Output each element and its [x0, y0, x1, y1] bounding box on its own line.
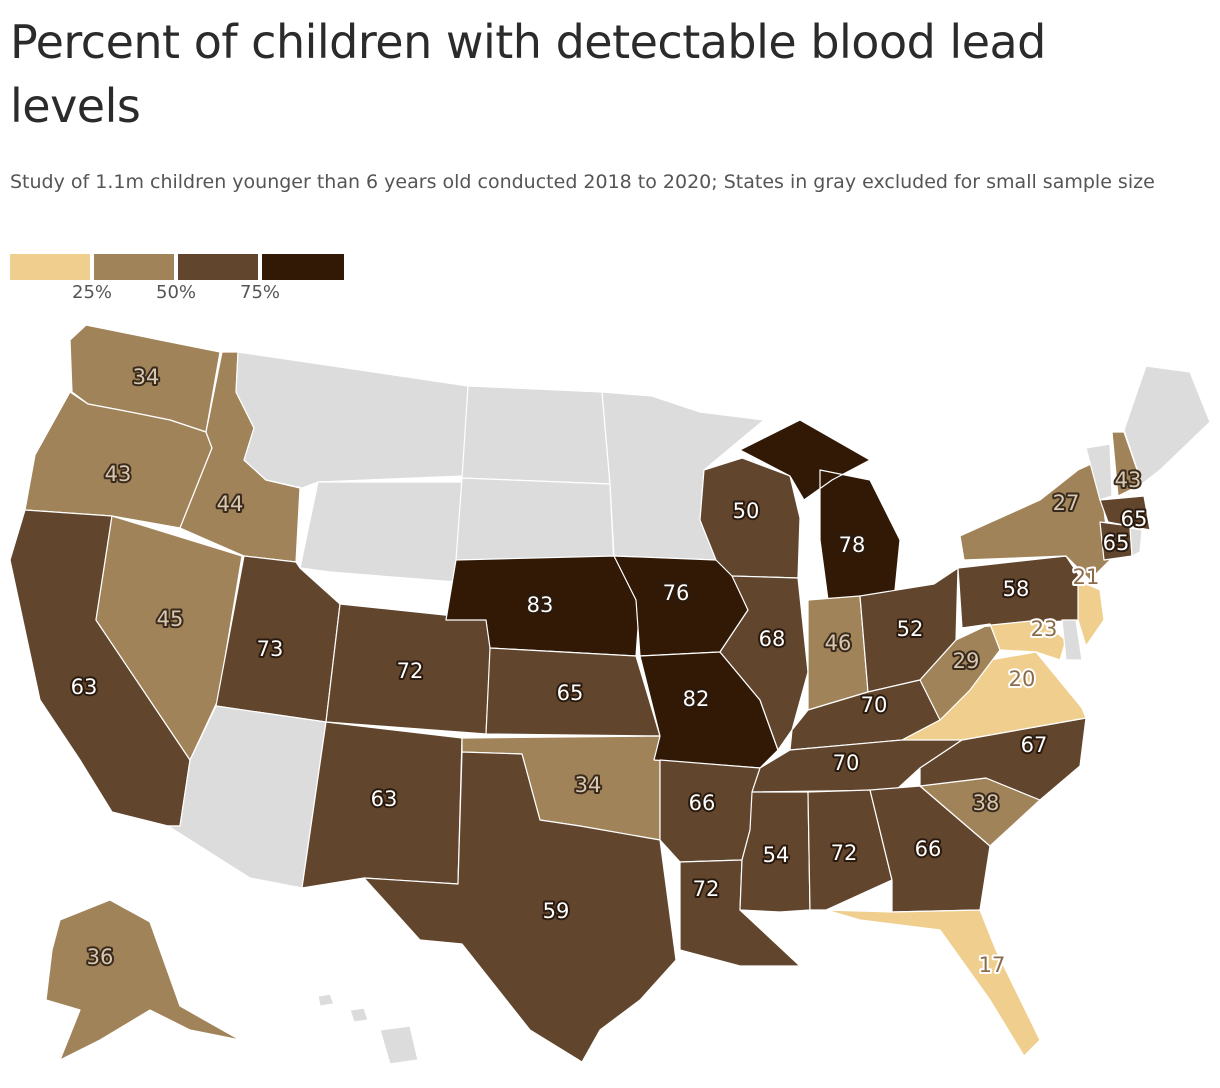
value-label-md: 23: [1031, 617, 1058, 641]
value-label-or: 43: [105, 462, 132, 486]
state-sd: [455, 477, 615, 567]
value-label-va: 20: [1009, 667, 1036, 691]
chart-title: Percent of children with detectable bloo…: [10, 15, 1046, 133]
value-label-nv: 45: [157, 607, 184, 631]
value-label-ct: 65: [1103, 531, 1130, 555]
state-nd: [461, 385, 611, 485]
value-label-ga: 66: [915, 837, 942, 861]
state-ri: [1129, 527, 1143, 557]
value-label-tx: 59: [543, 899, 570, 923]
value-label-mi: 78: [839, 533, 866, 557]
legend-tick-25: 25%: [71, 282, 113, 303]
value-label-ar: 66: [689, 791, 716, 815]
state-ma: [1099, 495, 1151, 531]
value-label-ms: 54: [763, 843, 790, 867]
value-label-ok: 34: [575, 773, 602, 797]
value-label-tn: 70: [833, 751, 860, 775]
state-wy: [299, 481, 463, 583]
state-md: [961, 619, 1067, 661]
state-nj: [1077, 579, 1105, 647]
value-label-nm: 63: [371, 787, 398, 811]
value-label-nj: 21: [1073, 565, 1100, 589]
value-label-id: 44: [217, 492, 244, 516]
value-label-wv: 29: [953, 649, 980, 673]
value-label-wi: 50: [733, 499, 760, 523]
state-al: [807, 789, 893, 911]
value-label-ky: 70: [861, 693, 888, 717]
legend-swatch-bin3: [178, 254, 258, 280]
value-label-nh: 43: [1115, 468, 1142, 492]
value-label-ny: 27: [1053, 491, 1080, 515]
legend-tick-50: 50%: [155, 282, 197, 303]
chart-subtitle: Study of 1.1m children younger than 6 ye…: [10, 171, 1155, 193]
legend-swatch-bin4: [262, 254, 344, 280]
value-label-pa: 58: [1003, 577, 1030, 601]
value-label-ak: 36: [87, 945, 114, 969]
value-label-ut: 73: [257, 637, 284, 661]
color-legend: 25% 50% 75%: [10, 254, 350, 304]
state-me: [1123, 365, 1211, 485]
state-mt: [235, 351, 469, 489]
value-label-co: 72: [397, 659, 424, 683]
state-fl: [825, 909, 1041, 1057]
legend-swatch-bin2: [94, 254, 174, 280]
value-label-ne: 83: [527, 593, 554, 617]
state-de: [1061, 619, 1083, 661]
state-hi: [317, 993, 419, 1065]
value-label-il: 68: [759, 627, 786, 651]
value-label-fl: 17: [979, 953, 1006, 977]
value-label-al: 72: [831, 841, 858, 865]
state-il: [719, 575, 809, 751]
value-label-wa: 34: [133, 365, 160, 389]
value-label-in: 46: [825, 631, 852, 655]
value-label-ca: 63: [71, 675, 98, 699]
value-label-ks: 65: [557, 681, 584, 705]
value-label-sc: 38: [973, 791, 1000, 815]
state-ak: [45, 899, 241, 1061]
value-label-oh: 52: [897, 617, 924, 641]
value-label-la: 72: [693, 877, 720, 901]
legend-tick-75: 75%: [239, 282, 281, 303]
value-label-ma: 65: [1121, 507, 1148, 531]
legend-swatch-bin1: [10, 254, 90, 280]
value-label-nc: 67: [1021, 733, 1048, 757]
value-label-ia: 76: [663, 581, 690, 605]
state-vt: [1085, 443, 1113, 501]
state-tx: [363, 751, 677, 1063]
value-label-mo: 82: [683, 687, 710, 711]
